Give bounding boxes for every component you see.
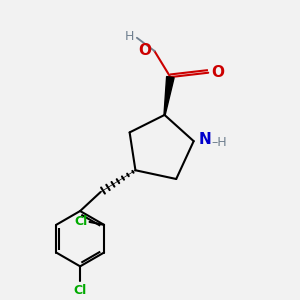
- Text: H: H: [125, 30, 135, 43]
- Text: –H: –H: [212, 136, 227, 149]
- Text: O: O: [212, 65, 225, 80]
- Text: Cl: Cl: [75, 215, 88, 228]
- Text: O: O: [138, 44, 151, 59]
- Text: Cl: Cl: [74, 284, 87, 297]
- Text: N: N: [199, 132, 212, 147]
- Polygon shape: [164, 76, 174, 115]
